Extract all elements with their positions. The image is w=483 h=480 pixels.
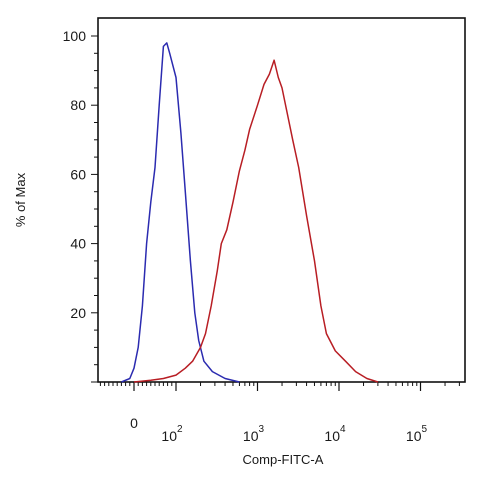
x-tick-exponent: 3 <box>259 424 265 435</box>
y-tick-label: 40 <box>70 236 86 252</box>
x-tick-base: 10 <box>243 428 259 444</box>
x-tick-exponent: 2 <box>177 424 183 435</box>
series-line-2 <box>133 59 379 383</box>
x-tick-exponent: 4 <box>340 424 346 435</box>
x-tick-base: 10 <box>161 428 177 444</box>
plot-area <box>97 17 466 383</box>
y-tick-label: 20 <box>70 305 86 321</box>
x-tick-label: 104 <box>324 424 346 444</box>
x-tick-label: 102 <box>161 424 183 444</box>
x-tick-label: 105 <box>406 424 428 444</box>
y-tick-label: 60 <box>70 166 86 182</box>
x-tick-base: 10 <box>324 428 340 444</box>
y-tick-label: 100 <box>63 28 87 44</box>
y-axis-ticks: 100 80 60 40 20 <box>63 28 98 383</box>
x-tick-label: 0 <box>130 415 138 431</box>
x-tick-base: 0 <box>130 415 138 431</box>
y-axis-label: % of Max <box>13 172 28 227</box>
plot-frame <box>97 17 466 383</box>
x-tick-label: 103 <box>243 424 265 444</box>
x-axis-label: Comp-FITC-A <box>243 452 324 467</box>
x-tick-base: 10 <box>406 428 422 444</box>
y-tick-label: 80 <box>70 97 86 113</box>
x-tick-exponent: 5 <box>422 424 428 435</box>
series-layer <box>121 42 379 383</box>
series-line-1 <box>121 42 240 383</box>
